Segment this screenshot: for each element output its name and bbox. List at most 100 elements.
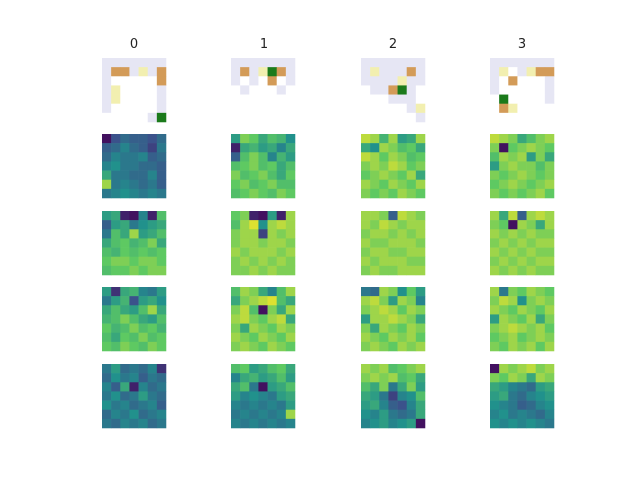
heatmap-cell — [415, 265, 426, 276]
layout-cell-empty — [415, 85, 426, 95]
heatmap-cell — [388, 341, 398, 352]
layout-cell-wall — [406, 85, 417, 95]
heatmap-cell — [258, 314, 268, 324]
heatmap-cell — [397, 143, 407, 153]
heatmap-cell — [276, 296, 287, 306]
heatmap-cell — [397, 305, 407, 315]
heatmap-cell — [361, 296, 371, 306]
heatmap-cell — [276, 409, 287, 420]
layout-cell-empty — [102, 112, 112, 123]
heatmap-cell — [267, 332, 277, 343]
layout-cell-empty — [508, 112, 518, 123]
heatmap-cell — [544, 256, 555, 267]
heatmap-cell — [102, 364, 112, 374]
heatmap-cell — [147, 287, 158, 297]
heatmap-cell — [147, 134, 158, 144]
heatmap-cell — [285, 418, 296, 429]
heatmap-cell — [147, 341, 158, 352]
heatmap-cell — [406, 314, 417, 324]
heatmap-cell — [102, 220, 112, 230]
heatmap-cell — [517, 341, 527, 352]
heatmap-cell — [499, 341, 509, 352]
layout-cell-wall — [249, 58, 259, 68]
heatmap-cell — [535, 418, 546, 429]
layout-cell-wall — [240, 85, 250, 95]
layout-cell-crate — [267, 76, 277, 86]
heatmap-cell — [415, 373, 426, 383]
heatmap-cell — [249, 341, 259, 352]
heatmap-cell — [415, 179, 426, 190]
heatmap-cell — [388, 188, 398, 199]
layout-cell-empty — [111, 103, 121, 114]
heatmap-cell — [120, 364, 130, 374]
heatmap-cell — [517, 170, 527, 180]
heatmap-cell — [102, 314, 112, 324]
heatmap-cell — [379, 170, 389, 180]
layout-cell-wall — [415, 58, 426, 68]
heatmap-cell — [111, 341, 121, 352]
heatmap-cell — [102, 170, 112, 180]
heatmap-cell — [490, 179, 500, 190]
heatmap-cell — [499, 211, 509, 221]
heatmap-cell — [267, 161, 277, 171]
heatmap-cell — [276, 161, 287, 171]
heatmap-panel-2-4 — [361, 364, 426, 429]
heatmap-cell — [397, 179, 407, 190]
heatmap-cell — [120, 373, 130, 383]
heatmap-cell — [388, 314, 398, 324]
heatmap-cell — [285, 211, 296, 221]
heatmap-cell — [102, 211, 112, 221]
layout-cell-wall — [517, 67, 527, 77]
heatmap-cell — [406, 373, 417, 383]
heatmap-cell — [156, 179, 167, 190]
heatmap-cell — [544, 409, 555, 420]
layout-cell-wall — [249, 67, 259, 77]
heatmap-cell — [249, 229, 259, 239]
layout-cell-empty — [490, 94, 500, 104]
heatmap-cell — [379, 341, 389, 352]
heatmap-cell — [535, 170, 546, 180]
layout-cell-goal — [397, 76, 407, 86]
heatmap-cell — [370, 170, 380, 180]
heatmap-cell — [231, 238, 241, 248]
heatmap-cell — [156, 220, 167, 230]
heatmap-cell — [544, 170, 555, 180]
layout-cell-wall — [397, 67, 407, 77]
layout-cell-wall — [102, 85, 112, 95]
heatmap-cell — [415, 161, 426, 171]
heatmap-cell — [499, 409, 509, 420]
heatmap-cell — [120, 382, 130, 392]
heatmap-cell — [406, 305, 417, 315]
heatmap-cell — [276, 287, 287, 297]
heatmap-cell — [388, 152, 398, 162]
heatmap-cell — [535, 305, 546, 315]
heatmap-cell — [361, 373, 371, 383]
layout-cell-empty — [258, 103, 268, 114]
heatmap-cell — [517, 391, 527, 401]
heatmap-cell — [138, 332, 148, 343]
heatmap-cell — [415, 409, 426, 420]
heatmap-cell — [111, 211, 121, 221]
heatmap-cell — [231, 229, 241, 239]
heatmap-cell — [406, 238, 417, 248]
heatmap-cell — [102, 256, 112, 267]
heatmap-cell — [544, 179, 555, 190]
heatmap-cell — [138, 247, 148, 257]
layout-cell-empty — [249, 112, 259, 123]
heatmap-cell — [249, 314, 259, 324]
layout-cell-wall — [490, 58, 500, 68]
heatmap-cell — [240, 305, 250, 315]
heatmap-cell — [231, 332, 241, 343]
layout-cell-empty — [240, 103, 250, 114]
heatmap-cell — [249, 179, 259, 190]
heatmap-cell — [231, 211, 241, 221]
heatmap-cell — [129, 323, 139, 333]
heatmap-cell — [517, 238, 527, 248]
heatmap-cell — [267, 256, 277, 267]
heatmap-cell — [120, 332, 130, 343]
heatmap-cell — [111, 152, 121, 162]
heatmap-cell — [138, 314, 148, 324]
heatmap-cell — [129, 265, 139, 276]
heatmap-cell — [138, 409, 148, 420]
heatmap-cell — [231, 247, 241, 257]
